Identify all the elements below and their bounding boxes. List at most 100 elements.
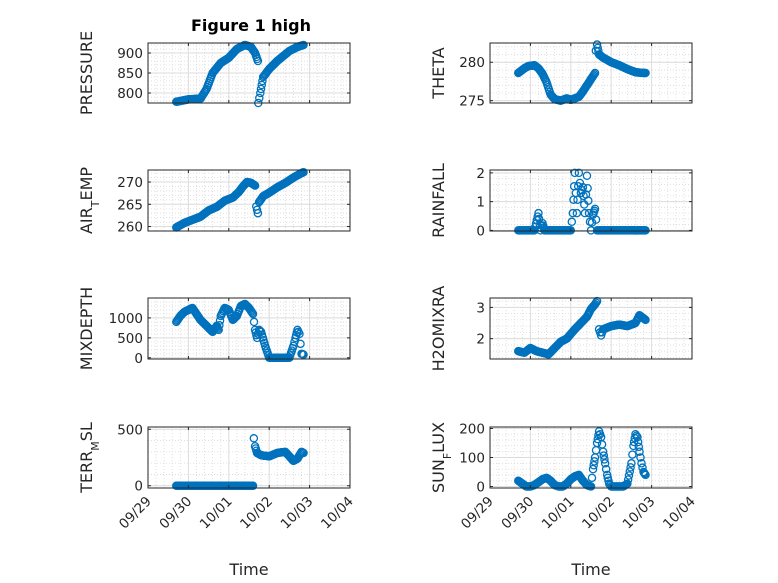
y-tick-label: 800 xyxy=(117,86,143,102)
data-point xyxy=(623,475,633,484)
y-tick-label: 270 xyxy=(117,175,143,191)
y-tick-label: 2 xyxy=(476,332,485,348)
data-point xyxy=(580,208,590,218)
data-point xyxy=(568,208,578,218)
y-axis-title-main: SUN xyxy=(429,459,448,493)
data-point xyxy=(633,437,643,447)
data-point xyxy=(641,315,650,325)
y-tick-label: 280 xyxy=(459,55,485,71)
data-point xyxy=(248,309,258,319)
data-point xyxy=(633,432,642,442)
data-point xyxy=(591,298,601,307)
data-point xyxy=(296,339,305,349)
y-tick-label: 1 xyxy=(476,195,485,211)
data-point xyxy=(590,457,599,466)
y-tick-label: 3 xyxy=(476,300,485,316)
y-axis-title-main: AIR xyxy=(77,207,96,234)
y-tick-label: 275 xyxy=(459,94,485,110)
data-point xyxy=(592,438,602,448)
data-point xyxy=(247,307,256,316)
axes-frame xyxy=(147,426,351,489)
data-point xyxy=(295,329,304,339)
data-point xyxy=(253,56,263,66)
y-axis-title-tail: SL xyxy=(77,422,96,441)
y-axis-title: THETA xyxy=(429,47,448,99)
data-point xyxy=(252,205,262,215)
data-point xyxy=(583,183,592,193)
data-point xyxy=(586,482,596,491)
data-point xyxy=(587,473,597,483)
y-axis-title: TERRMSL xyxy=(77,422,102,494)
data-point xyxy=(636,453,645,462)
y-tick-label: 2 xyxy=(476,166,485,182)
data-point xyxy=(641,226,650,235)
subplot-rainfall: 0 1 2 RAINFALL xyxy=(429,163,693,239)
y-tick-label: 500 xyxy=(117,422,143,438)
data-point xyxy=(590,204,600,214)
data-point xyxy=(256,84,266,94)
data-point xyxy=(637,459,646,468)
axes-frame xyxy=(489,169,693,232)
axes-frame xyxy=(147,297,351,360)
y-axis-title: AIRTEMP xyxy=(77,167,102,234)
y-tick-label: 850 xyxy=(117,66,143,82)
data-point xyxy=(634,442,644,452)
data-point xyxy=(215,316,225,325)
data-point xyxy=(624,471,634,480)
y-axis-title-subscript: T xyxy=(89,200,102,208)
y-tick-label: 0 xyxy=(134,351,143,367)
y-axis-title-subscript: M xyxy=(89,441,102,451)
data-point xyxy=(214,325,223,335)
axes-frame xyxy=(147,169,351,232)
figure-title: Figure 1 high xyxy=(191,16,311,35)
data-point xyxy=(567,217,577,227)
subplot-theta: 275 280 THETA xyxy=(429,40,693,110)
y-axis-title-tail: EMP xyxy=(77,167,96,201)
subplot-h2omixra: 2 3 H2OMIXRA xyxy=(429,286,693,372)
data-point xyxy=(572,208,582,218)
subplot-air-temp: 260 265 270 AIRTEMP xyxy=(77,167,351,236)
y-tick-label: 200 xyxy=(459,421,485,437)
data-point xyxy=(215,320,224,330)
y-tick-label: 0 xyxy=(134,479,143,495)
data-point xyxy=(589,460,598,470)
data-point xyxy=(250,181,260,190)
y-axis-title: RAINFALL xyxy=(429,163,448,238)
y-tick-label: 265 xyxy=(117,197,143,213)
data-point xyxy=(590,68,600,78)
axes-frame xyxy=(489,42,693,104)
x-axis-title: Time xyxy=(228,560,268,579)
data-point xyxy=(299,448,308,458)
y-tick-label: 100 xyxy=(459,451,485,467)
data-point xyxy=(299,350,308,359)
data-point xyxy=(584,196,593,205)
plot-area xyxy=(490,170,692,231)
data-point xyxy=(299,167,308,177)
y-axis-title: H2OMIXRA xyxy=(429,286,448,372)
data-point xyxy=(588,464,598,474)
data-point xyxy=(641,68,650,78)
data-point xyxy=(635,447,644,456)
data-point xyxy=(600,455,609,464)
data-point xyxy=(248,481,258,490)
data-point xyxy=(584,208,594,218)
data-point xyxy=(566,226,576,235)
y-tick-label: 900 xyxy=(117,46,143,62)
data-point xyxy=(601,464,611,474)
data-point xyxy=(591,215,601,224)
y-axis-title: MIXDEPTH xyxy=(77,287,96,370)
y-tick-label: 500 xyxy=(117,331,143,347)
subplot-mixdepth: 0 500 1000 MIXDEPTH xyxy=(77,287,351,370)
y-axis-title-tail: LUX xyxy=(429,422,448,453)
data-point xyxy=(625,467,635,476)
data-point xyxy=(573,195,582,204)
data-point xyxy=(600,459,610,468)
data-point xyxy=(253,208,263,218)
y-tick-label: 0 xyxy=(476,223,485,239)
data-point xyxy=(257,80,266,90)
data-point xyxy=(534,208,543,218)
data-point xyxy=(599,451,609,460)
y-axis-title-subscript: F xyxy=(441,453,454,459)
data-point xyxy=(641,470,650,480)
